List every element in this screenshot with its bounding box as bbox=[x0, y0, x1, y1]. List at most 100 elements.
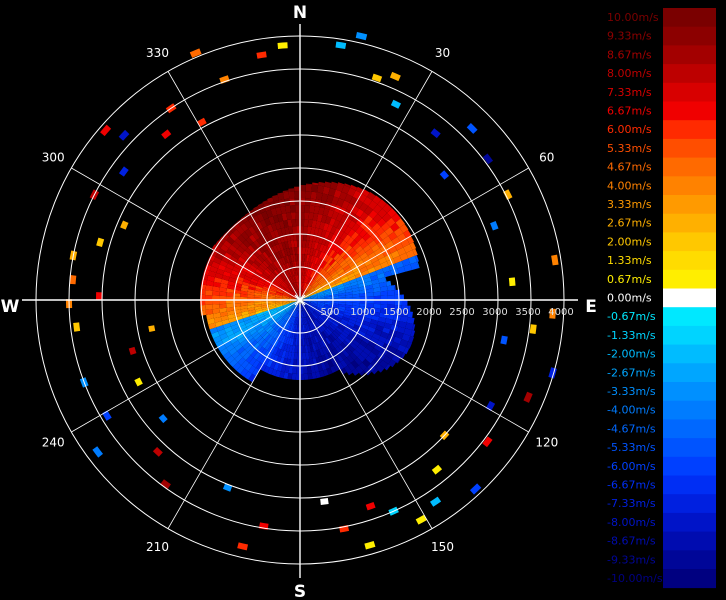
echo-cell bbox=[267, 327, 274, 335]
echo-cell bbox=[393, 227, 404, 237]
echo-cell bbox=[278, 275, 285, 282]
echo-cell bbox=[309, 278, 314, 285]
echo-cell bbox=[231, 350, 240, 359]
echo-cell bbox=[250, 278, 258, 284]
legend-label: -2.67m/s bbox=[607, 366, 656, 379]
echo-cell bbox=[249, 234, 257, 243]
echo-cell bbox=[240, 293, 248, 298]
echo-cell bbox=[352, 339, 360, 347]
echo-cell bbox=[271, 338, 277, 346]
echo-cell bbox=[232, 266, 241, 273]
echo-cell bbox=[318, 251, 325, 260]
echo-cell bbox=[233, 306, 241, 311]
echo-cell bbox=[294, 282, 298, 290]
echo-cell bbox=[228, 347, 238, 356]
echo-cell bbox=[382, 265, 391, 273]
echo-cell bbox=[490, 220, 499, 231]
echo-cell bbox=[377, 217, 387, 228]
echo-cell bbox=[386, 309, 395, 315]
echo-cell bbox=[310, 270, 315, 278]
echo-cell bbox=[318, 181, 325, 187]
echo-cell bbox=[321, 311, 329, 316]
echo-cell bbox=[289, 300, 297, 303]
echo-cell bbox=[323, 306, 331, 310]
echo-cell bbox=[256, 283, 264, 288]
echo-cell bbox=[328, 334, 336, 342]
echo-cell bbox=[309, 291, 317, 296]
echo-cell bbox=[273, 362, 280, 371]
echo-cell bbox=[282, 281, 288, 288]
echo-cell bbox=[500, 335, 508, 345]
echo-cell bbox=[309, 248, 314, 256]
echo-cell bbox=[352, 300, 360, 304]
echo-cell bbox=[303, 302, 309, 307]
echo-cell bbox=[308, 287, 314, 294]
echo-cell bbox=[382, 327, 391, 335]
echo-cell bbox=[549, 308, 556, 319]
echo-cell bbox=[274, 221, 281, 230]
legend-swatch bbox=[663, 550, 716, 570]
echo-cell bbox=[345, 270, 354, 276]
echo-cell bbox=[288, 269, 293, 277]
echo-cell bbox=[269, 290, 277, 294]
echo-cell bbox=[359, 300, 367, 304]
echo-cell bbox=[354, 234, 363, 243]
echo-cell bbox=[235, 259, 244, 267]
echo-cell bbox=[342, 264, 351, 272]
echo-cell bbox=[284, 305, 292, 311]
echo-cell bbox=[373, 295, 381, 300]
echo-cell bbox=[332, 262, 340, 270]
echo-cell bbox=[331, 295, 339, 299]
legend-label: -3.33m/s bbox=[607, 385, 656, 398]
echo-cell bbox=[363, 317, 372, 323]
echo-cell bbox=[322, 186, 331, 195]
echo-cell bbox=[289, 301, 297, 305]
echo-cell bbox=[371, 73, 383, 83]
echo-cell bbox=[342, 349, 350, 358]
echo-cell bbox=[248, 226, 256, 235]
echo-cell bbox=[322, 308, 330, 314]
echo-cell bbox=[347, 371, 353, 376]
echo-cell bbox=[229, 337, 238, 345]
echo-cell bbox=[287, 262, 292, 270]
echo-cell bbox=[213, 316, 222, 323]
echo-cell bbox=[283, 372, 289, 380]
echo-cell bbox=[345, 304, 353, 309]
echo-cell bbox=[289, 296, 297, 299]
echo-cell bbox=[290, 338, 294, 346]
echo-cell bbox=[197, 117, 207, 127]
echo-cell bbox=[289, 330, 294, 339]
echo-cell bbox=[285, 322, 290, 330]
echo-cell bbox=[275, 278, 282, 285]
echo-cell bbox=[393, 336, 402, 345]
echo-cell bbox=[267, 344, 274, 352]
echo-cell bbox=[148, 325, 156, 333]
echo-cell bbox=[304, 283, 309, 291]
echo-cell bbox=[336, 354, 344, 363]
echo-cell bbox=[231, 241, 240, 250]
echo-cell bbox=[227, 280, 236, 287]
echo-cell bbox=[286, 270, 292, 278]
echo-cell bbox=[395, 260, 404, 269]
echo-cell bbox=[306, 286, 313, 292]
echo-cell bbox=[304, 275, 308, 283]
echo-cell bbox=[329, 309, 338, 314]
echo-cell bbox=[291, 283, 296, 291]
echo-cell bbox=[305, 240, 310, 248]
echo-cell bbox=[287, 315, 292, 323]
echo-cell bbox=[300, 198, 306, 206]
echo-cell bbox=[372, 311, 381, 317]
echo-cell bbox=[344, 288, 353, 293]
echo-cell bbox=[240, 296, 248, 300]
echo-cell bbox=[307, 323, 312, 331]
echo-cell bbox=[324, 181, 332, 188]
echo-cell bbox=[263, 234, 270, 242]
echo-cell bbox=[291, 276, 295, 284]
echo-cell bbox=[293, 331, 297, 339]
echo-cell bbox=[275, 296, 283, 299]
echo-cell bbox=[273, 229, 280, 238]
echo-cell bbox=[439, 170, 450, 180]
echo-cell bbox=[286, 287, 292, 294]
echo-cell bbox=[289, 233, 294, 241]
